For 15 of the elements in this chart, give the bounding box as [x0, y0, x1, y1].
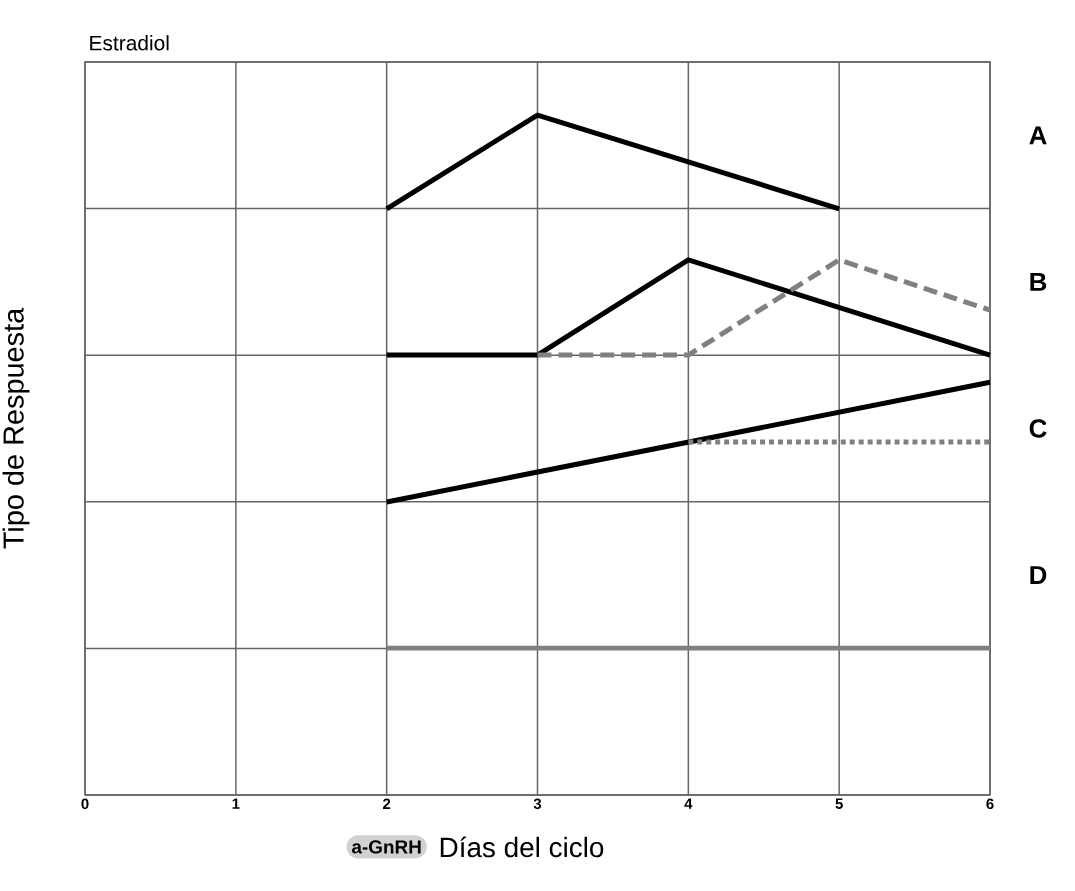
x-tick-label: 0	[81, 798, 89, 810]
text: C	[1029, 419, 1047, 438]
text: A	[1029, 126, 1047, 145]
x-tick-label: 6	[986, 798, 994, 810]
x-tick-label: 5	[835, 798, 843, 809]
x-tick-label: 4	[684, 798, 693, 809]
x-axis-title: Días del ciclo	[440, 836, 604, 858]
x-tick-label: 2	[383, 798, 391, 809]
text: B	[1030, 272, 1047, 291]
y-axis-title: Tipo de Respuesta	[2, 307, 30, 549]
text: a-GnRH	[351, 840, 421, 854]
x-tick-label: 1	[232, 798, 240, 809]
x-tick-label: 3	[533, 798, 542, 810]
text: D	[1030, 566, 1047, 585]
chart-title: Estradiol	[90, 35, 169, 51]
